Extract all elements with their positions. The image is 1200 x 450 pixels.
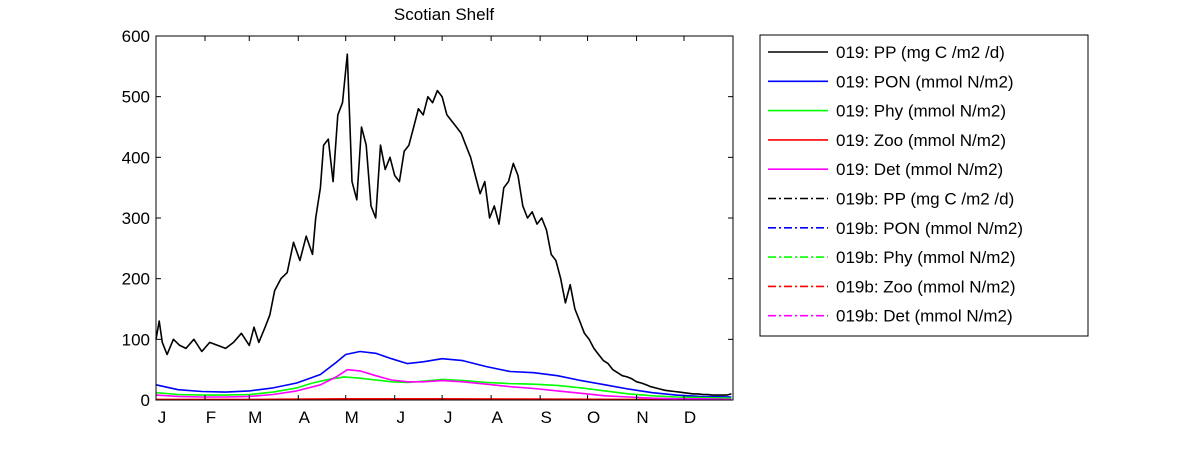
x-tick-label: D (684, 408, 696, 427)
axes: 0 100 200 300 400 500 600 J F M A M J J A S O N D (122, 27, 734, 427)
y-tick-label: 0 (141, 391, 150, 410)
legend-label-0: 019: PP (mg C /m2 /d) (836, 43, 1005, 62)
legend-label-6: 019b: PON (mmol N/m2) (836, 219, 1023, 238)
plot-area (156, 36, 733, 400)
x-tick-label: J (396, 408, 405, 427)
legend-label-8: 019b: Zoo (mmol N/m2) (836, 277, 1016, 296)
y-tick-label: 600 (122, 27, 150, 46)
x-tick-label: N (636, 408, 648, 427)
chart-title: Scotian Shelf (394, 5, 494, 24)
x-tick-label: J (444, 408, 453, 427)
x-tick-label: M (345, 408, 359, 427)
y-tick-label: 100 (122, 330, 150, 349)
x-tick-label: J (158, 408, 167, 427)
y-tick-label: 300 (122, 209, 150, 228)
legend-label-1: 019: PON (mmol N/m2) (836, 72, 1014, 91)
y-tick-label: 200 (122, 270, 150, 289)
legend-label-5: 019b: PP (mg C /m2 /d) (836, 190, 1014, 209)
legend-label-3: 019: Zoo (mmol N/m2) (836, 131, 1006, 150)
x-tick-label: A (299, 408, 311, 427)
y-tick-label: 400 (122, 148, 150, 167)
legend-label-9: 019b: Det (mmol N/m2) (836, 307, 1013, 326)
legend-label-2: 019: Phy (mmol N/m2) (836, 102, 1006, 121)
y-tick-label: 500 (122, 88, 150, 107)
series-line-0 (155, 53, 732, 396)
series-line-1 (155, 350, 732, 398)
x-tick-label: M (248, 408, 262, 427)
x-tick-label: O (587, 408, 600, 427)
legend-box (759, 34, 1089, 337)
legend: 019: PP (mg C /m2 /d) 019: PON (mmol N/m2… (759, 34, 1089, 337)
legend-label-4: 019: Det (mmol N/m2) (836, 160, 1003, 179)
legend-label-7: 019b: Phy (mmol N/m2) (836, 248, 1016, 267)
x-tick-label: S (540, 408, 551, 427)
x-tick-label: F (206, 408, 216, 427)
x-tick-label: A (491, 408, 503, 427)
plot-background (156, 36, 733, 400)
series-line-4 (155, 368, 732, 401)
